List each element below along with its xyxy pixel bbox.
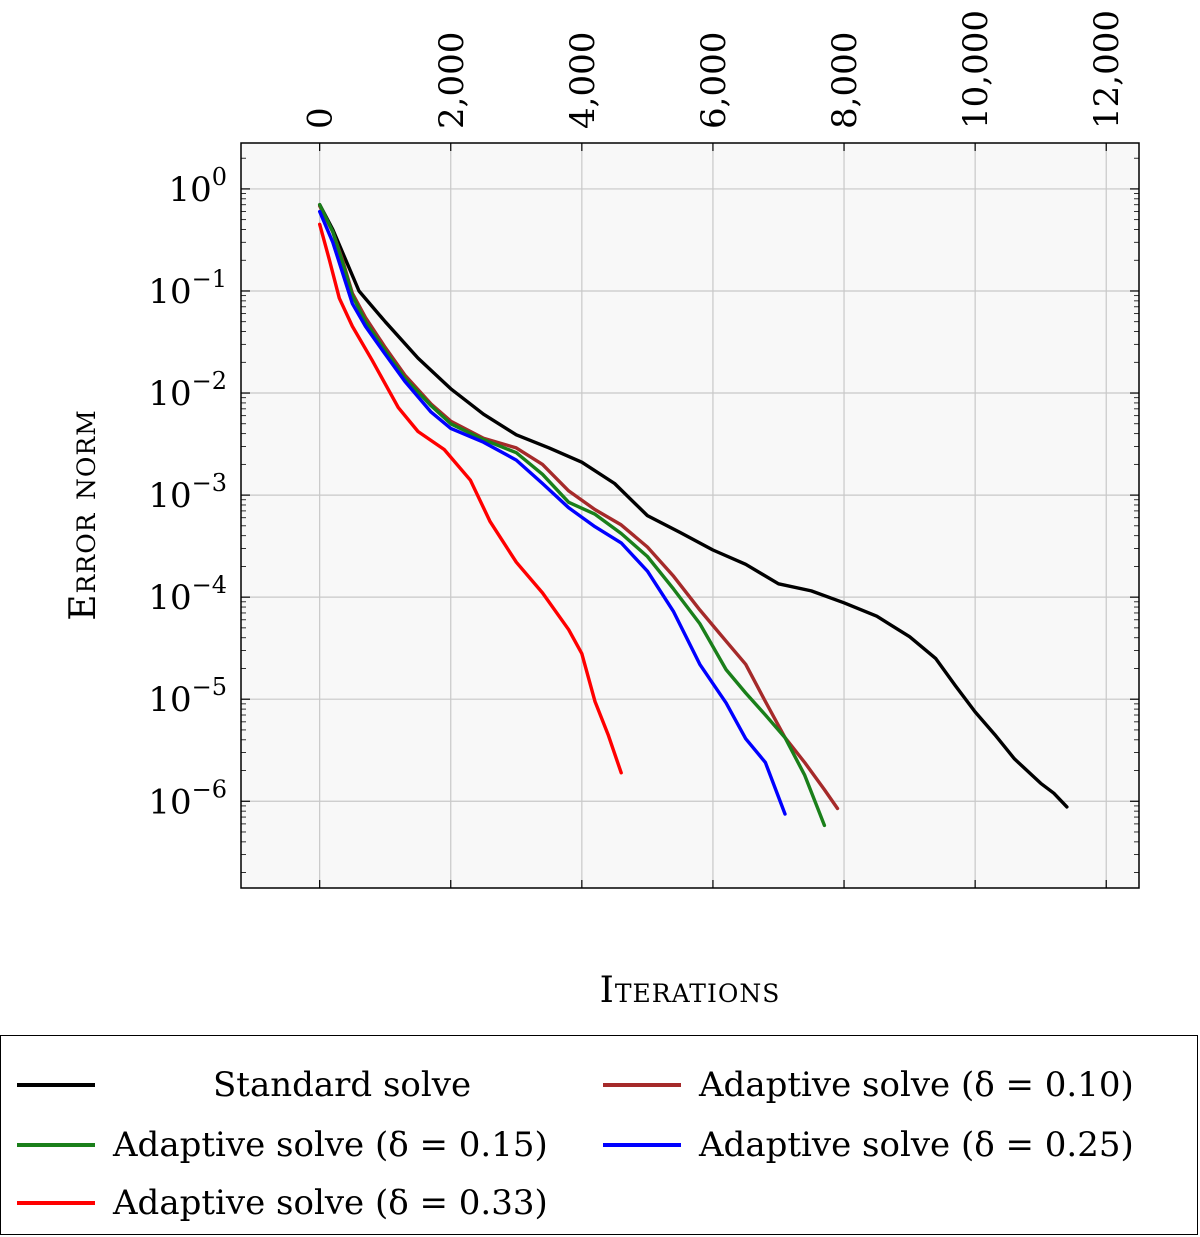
legend-label: Adaptive solve (δ = 0.33) (113, 1183, 548, 1223)
y-tick-labels: 100 10−1 10−2 10−3 10−4 10−5 10−6 (148, 163, 227, 822)
y-tick-label: 10−1 (148, 265, 227, 312)
legend-label: Adaptive solve (δ = 0.25) (699, 1125, 1134, 1165)
x-tick-label: 0 (301, 107, 341, 129)
series-line-2 (318, 202, 827, 828)
x-tick-labels: 0 2,000 4,000 6,000 8,000 10,000 12,000 (301, 10, 1128, 129)
series-line-3 (318, 209, 787, 816)
legend-item-delta-015: Adaptive solve (δ = 0.15) (17, 1118, 548, 1172)
y-tick-label: 10−5 (148, 673, 227, 720)
y-tick-label: 100 (168, 163, 227, 210)
x-tick-label: 4,000 (563, 32, 603, 129)
x-tick-label: 10,000 (956, 10, 996, 129)
x-tick-label: 6,000 (694, 32, 734, 129)
legend-label: Adaptive solve (δ = 0.10) (699, 1065, 1134, 1105)
x-tick-label: 12,000 (1087, 10, 1127, 129)
y-tick-label: 10−3 (148, 469, 227, 516)
legend-label: Standard solve (213, 1065, 472, 1105)
x-tick-label: 2,000 (432, 32, 472, 129)
chart: 0 2,000 4,000 6,000 8,000 10,000 12,000 100 10−… (63, 10, 1140, 1011)
legend-item-delta-025: Adaptive solve (δ = 0.25) (603, 1118, 1134, 1172)
legend-swatch (603, 1143, 681, 1147)
legend-swatch (17, 1143, 95, 1147)
legend-swatch (17, 1083, 95, 1087)
y-tick-label: 10−2 (148, 367, 227, 414)
x-axis-label: Iterations (600, 970, 781, 1011)
y-axis-label: Error norm (63, 409, 104, 620)
legend-label: Adaptive solve (δ = 0.15) (113, 1125, 548, 1165)
legend-item-standard: Standard solve (17, 1058, 471, 1112)
series-layer (318, 202, 1069, 828)
legend: Standard solve Adaptive solve (δ = 0.10)… (0, 1035, 1198, 1235)
x-tick-label: 8,000 (825, 32, 865, 129)
legend-item-delta-033: Adaptive solve (δ = 0.33) (17, 1176, 548, 1230)
y-tick-label: 10−4 (148, 571, 227, 618)
legend-swatch (603, 1083, 681, 1087)
y-tick-label: 10−6 (148, 775, 227, 822)
series-line-0 (318, 202, 1069, 809)
plot-frame (240, 142, 1140, 889)
minor-ticks (241, 143, 1139, 888)
legend-swatch (17, 1201, 95, 1205)
series-line-1 (318, 204, 840, 811)
grid (241, 143, 1139, 888)
plot-area (241, 143, 1139, 888)
series-line-4 (318, 222, 623, 775)
legend-item-delta-010: Adaptive solve (δ = 0.10) (603, 1058, 1134, 1112)
